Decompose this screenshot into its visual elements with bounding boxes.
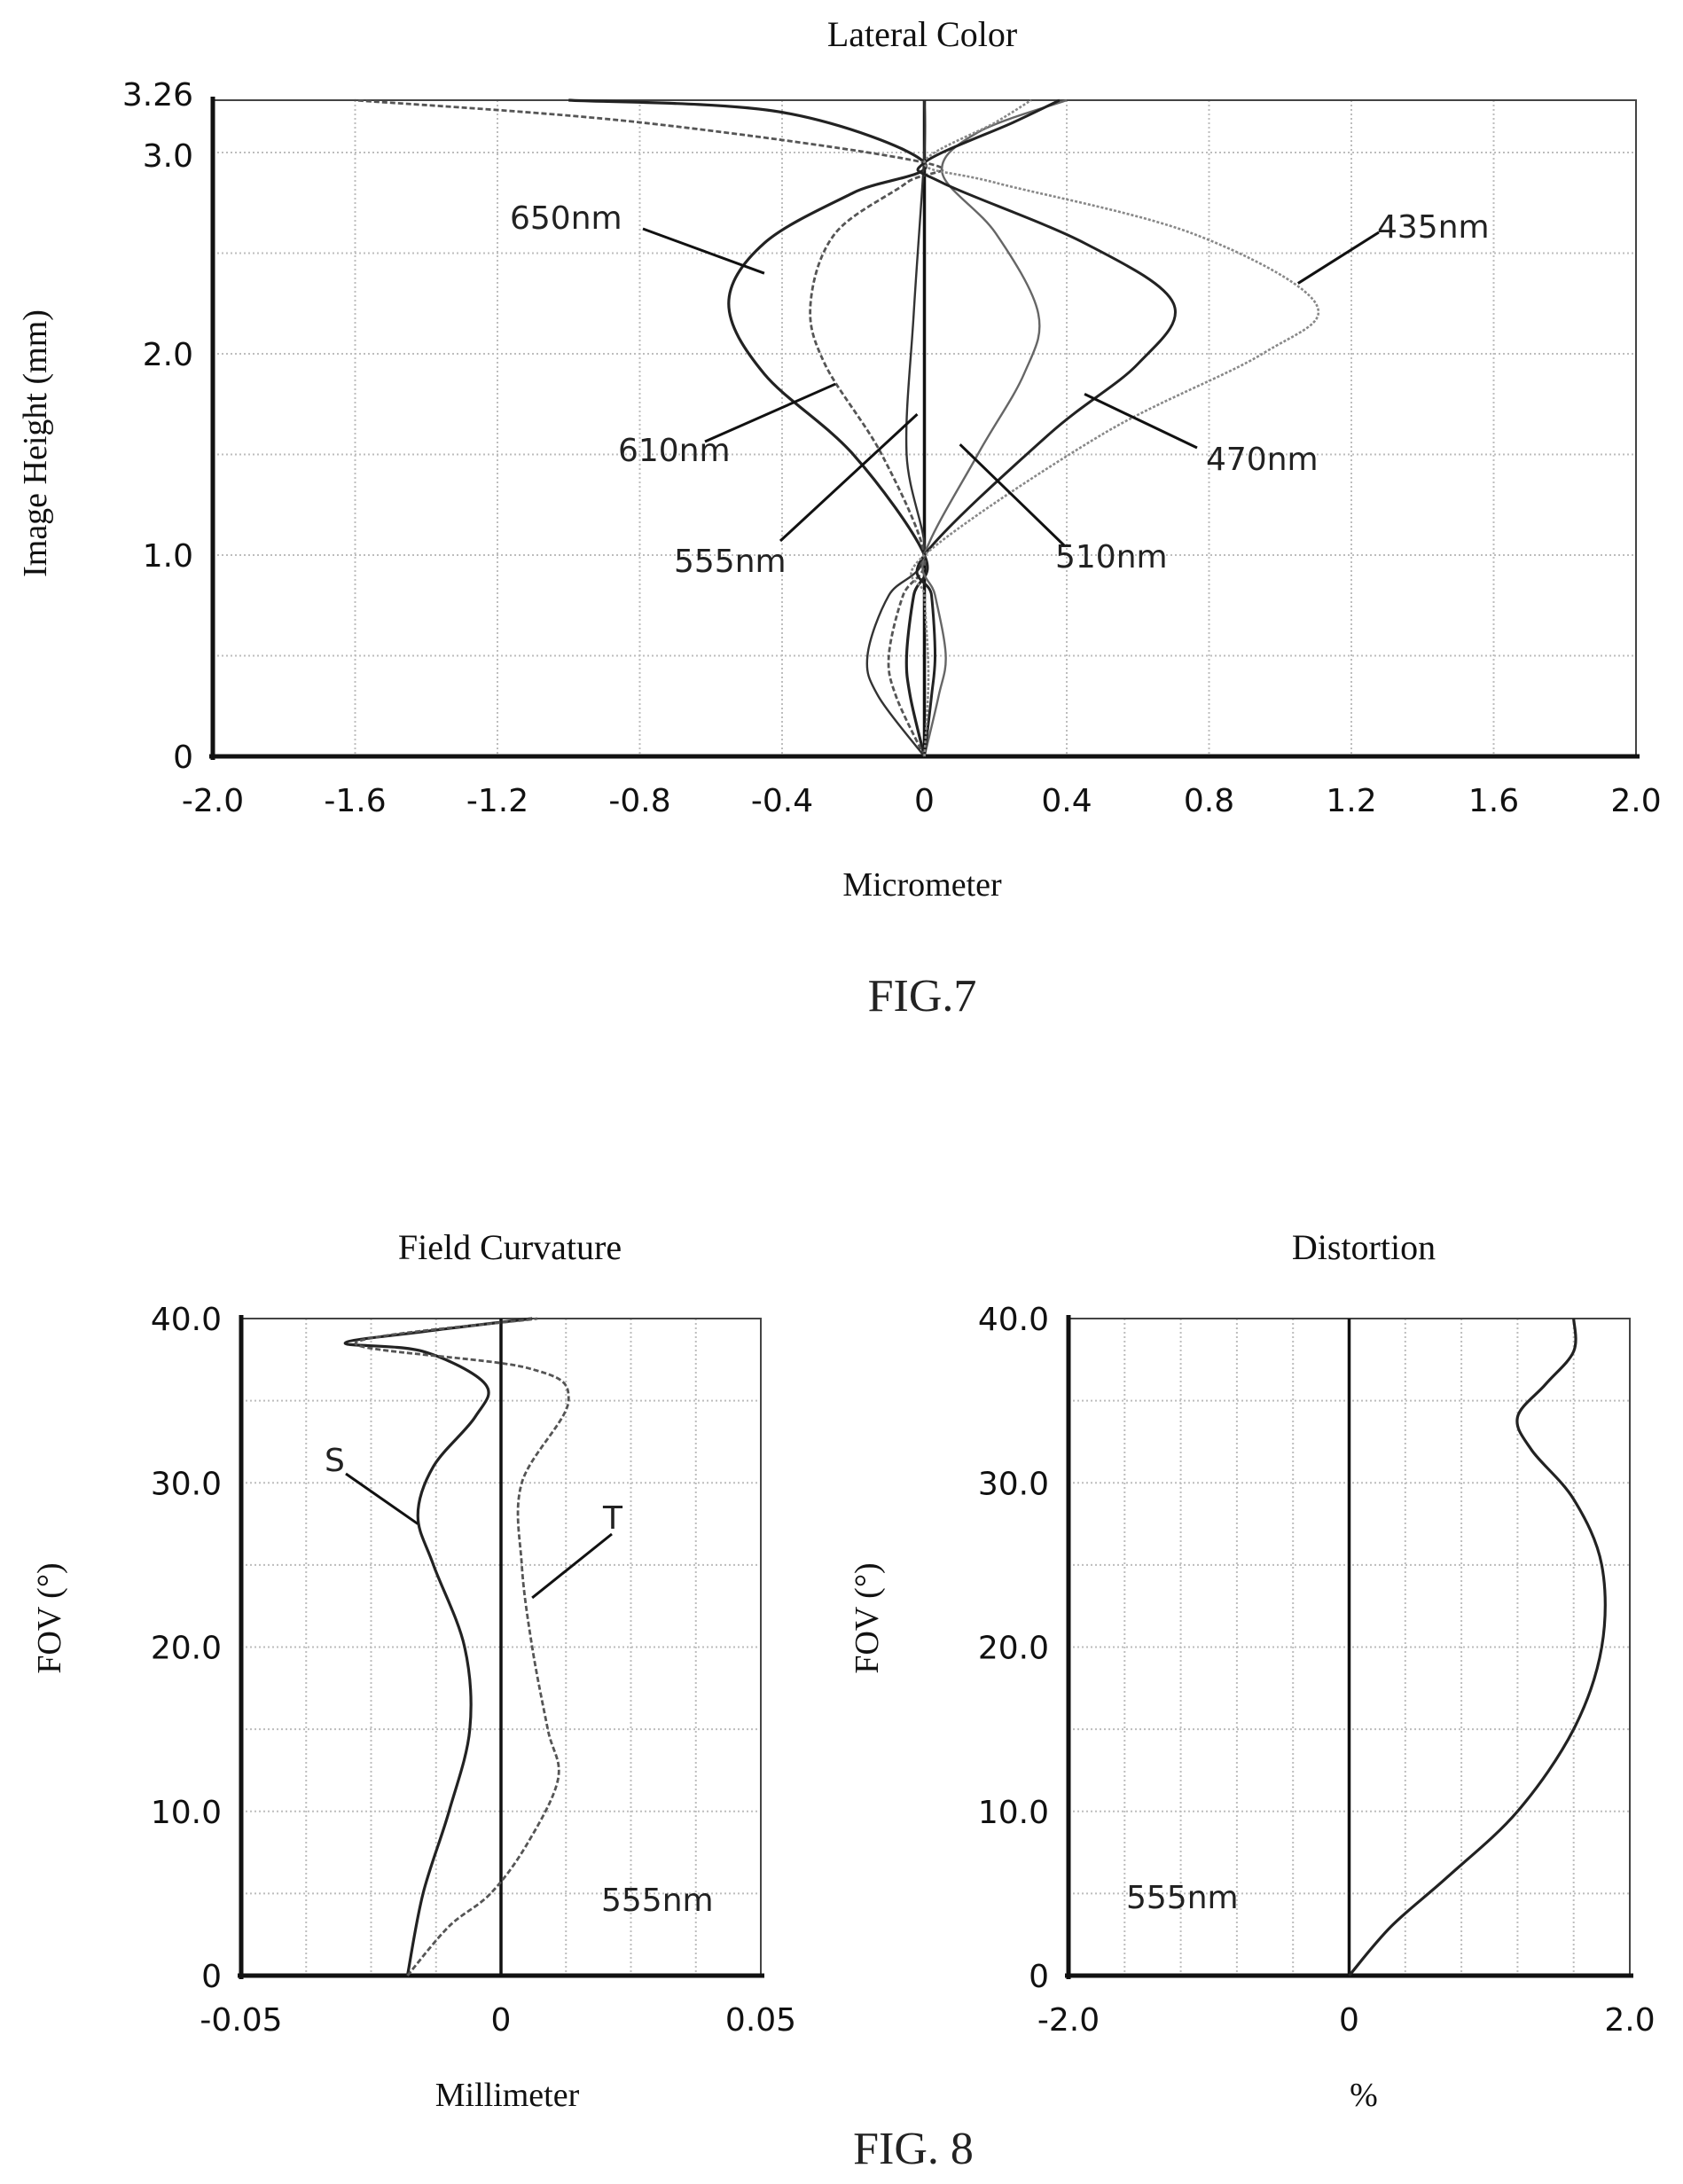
x-tick-label: 0.8 — [1184, 783, 1234, 819]
leader-line — [1084, 393, 1198, 450]
y-tick-label: 3.26 — [122, 77, 193, 114]
y-tick-label: 0 — [173, 740, 193, 776]
lateral-color-grid — [209, 97, 1640, 760]
lateral-color-chart: Lateral Color Image Height (mm) Micromet… — [17, 14, 1662, 904]
y-tick-label: 10.0 — [978, 1795, 1049, 1831]
series-label-650nm: 650nm — [510, 200, 622, 237]
y-tick-label: 30.0 — [151, 1466, 222, 1502]
field-curvature-grid — [238, 1315, 764, 1979]
lateral-color-title: Lateral Color — [827, 14, 1017, 54]
distortion-grid — [1065, 1315, 1633, 1979]
series-line-510nm — [921, 98, 1068, 757]
x-tick-label: 0 — [914, 783, 935, 819]
x-tick-label: 1.6 — [1468, 783, 1519, 819]
distortion-wavelength-label: 555nm — [1126, 1880, 1239, 1916]
series-label-555nm: 555nm — [674, 544, 787, 580]
field-curvature-wavelength-label: 555nm — [601, 1883, 714, 1919]
x-tick-label: -0.8 — [608, 783, 670, 819]
distortion-ticks: -2.0 0 2.0 0 10.0 20.0 30.0 40.0 — [978, 1302, 1656, 2039]
x-tick-label: 2.0 — [1604, 2002, 1655, 2039]
series-label-435nm: 435nm — [1377, 209, 1490, 246]
y-tick-label: 3.0 — [143, 138, 193, 175]
leader-line — [642, 227, 765, 275]
x-tick-label: -2.0 — [1037, 2002, 1100, 2039]
y-tick-label: 0 — [1029, 1959, 1049, 1995]
y-tick-label: 40.0 — [978, 1302, 1049, 1338]
y-tick-label: 2.0 — [143, 337, 193, 373]
series-line-650nm — [568, 98, 929, 757]
x-tick-label: -1.6 — [324, 783, 386, 819]
distortion-series — [1348, 1318, 1607, 1977]
fig7-caption: FIG.7 — [868, 971, 977, 1022]
y-tick-label: 20.0 — [978, 1631, 1049, 1667]
y-tick-label: 20.0 — [151, 1631, 222, 1667]
y-tick-label: 0 — [201, 1959, 222, 1995]
field-curvature-ylabel: FOV (°) — [31, 1562, 68, 1673]
lateral-color-ticks: -2.0 -1.6 -1.2 -0.8 -0.4 0 0.4 0.8 1.2 1.6 2.0 0 1.0… — [122, 77, 1662, 819]
field-curvature-series — [343, 1317, 570, 1977]
x-tick-label: 0 — [491, 2002, 512, 2039]
x-tick-label: -2.0 — [182, 783, 244, 819]
field-curvature-ticks: -0.05 0 0.05 0 10.0 20.0 30.0 40.0 — [151, 1302, 796, 2039]
x-tick-label: 2.0 — [1610, 783, 1661, 819]
fig8-caption: FIG. 8 — [853, 2124, 974, 2174]
lateral-color-xlabel: Micrometer — [842, 866, 1002, 904]
leader-line — [779, 413, 919, 543]
series-line-470nm — [915, 98, 1177, 757]
y-tick-label: 30.0 — [978, 1466, 1049, 1502]
series-label-470nm: 470nm — [1206, 442, 1319, 478]
y-tick-label: 1.0 — [143, 538, 193, 575]
series-line-s — [343, 1317, 533, 1977]
series-line-555nm — [865, 99, 927, 757]
leader-line — [704, 382, 836, 443]
field-curvature-annotations: ST — [325, 1443, 623, 1600]
leader-line — [345, 1472, 419, 1525]
distortion-title: Distortion — [1292, 1227, 1436, 1267]
leader-line — [1297, 231, 1380, 285]
field-curvature-xlabel: Millimeter — [435, 2077, 580, 2114]
y-tick-label: 10.0 — [151, 1795, 222, 1831]
x-tick-label: -1.2 — [466, 783, 528, 819]
lateral-color-series — [355, 98, 1320, 757]
series-line-610nm — [355, 98, 944, 757]
y-tick-label: 40.0 — [151, 1302, 222, 1338]
x-tick-label: 0 — [1339, 2002, 1359, 2039]
lateral-color-ylabel: Image Height (mm) — [17, 309, 54, 577]
series-label-t: T — [602, 1500, 623, 1537]
x-tick-label: 0.05 — [725, 2002, 796, 2039]
field-curvature-title: Field Curvature — [398, 1227, 622, 1267]
series-label-510nm: 510nm — [1055, 539, 1168, 575]
field-curvature-chart: Field Curvature FOV (°) Millimeter -0.05… — [31, 1227, 796, 2114]
leader-line — [959, 443, 1066, 547]
leader-line — [531, 1532, 613, 1600]
distortion-chart: Distortion FOV (°) % -2.0 0 2.0 0 10.0 20.0 30… — [849, 1227, 1656, 2114]
x-tick-label: -0.05 — [200, 2002, 282, 2039]
series-label-s: S — [325, 1443, 345, 1479]
x-tick-label: -0.4 — [751, 783, 813, 819]
series-line-distortion — [1348, 1318, 1607, 1977]
x-tick-label: 0.4 — [1041, 783, 1092, 819]
distortion-xlabel: % — [1350, 2077, 1378, 2114]
series-line-435nm — [910, 98, 1320, 757]
series-line-t — [354, 1317, 570, 1977]
distortion-ylabel: FOV (°) — [849, 1562, 886, 1673]
x-tick-label: 1.2 — [1326, 783, 1376, 819]
